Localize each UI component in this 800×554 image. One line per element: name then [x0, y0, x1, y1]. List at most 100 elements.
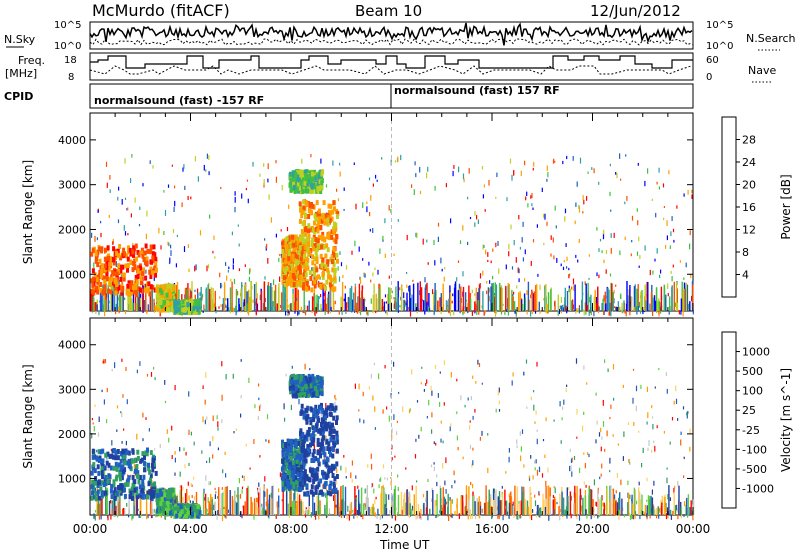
echo-region-cell: [314, 237, 318, 242]
echo-speckle: [619, 250, 621, 256]
echo-speckle: [685, 262, 687, 268]
echo-region-cell: [302, 238, 306, 244]
echo-speckle: [679, 260, 681, 263]
echo-region-cell: [320, 263, 324, 269]
echo-speckle: [589, 296, 591, 303]
echo-speckle: [660, 269, 662, 274]
echo-speckle: [488, 295, 490, 302]
echo-speckle: [219, 296, 221, 299]
echo-region-cell: [120, 290, 124, 296]
echo-region-cell: [286, 241, 290, 247]
ground-clutter: [113, 285, 115, 311]
ground-clutter: [544, 286, 546, 311]
echo-region-cell: [107, 255, 110, 261]
echo-speckle: [682, 310, 684, 317]
ground-clutter: [619, 306, 621, 311]
echo-speckle: [360, 514, 363, 517]
ground-clutter: [270, 283, 272, 311]
echo-speckle: [131, 515, 133, 521]
ground-clutter: [417, 282, 419, 311]
echo-speckle: [534, 460, 536, 464]
echo-region-cell: [102, 289, 106, 295]
echo-speckle: [153, 275, 155, 281]
echo-speckle: [367, 464, 369, 468]
echo-region-cell: [149, 494, 153, 500]
echo-region-cell: [330, 234, 334, 240]
echo-speckle: [103, 359, 105, 364]
ground-clutter: [278, 286, 280, 311]
echo-speckle: [116, 429, 118, 432]
echo-speckle: [469, 420, 471, 423]
echo-speckle: [474, 211, 476, 216]
echo-speckle: [297, 309, 299, 316]
ground-clutter: [675, 281, 678, 311]
echo-speckle: [591, 513, 593, 518]
echo-region-cell: [104, 490, 107, 496]
echo-speckle: [652, 311, 654, 316]
echo-region-cell: [300, 229, 304, 234]
echo-region-cell: [304, 169, 308, 175]
echo-region-cell: [292, 242, 296, 248]
echo-region-cell: [92, 290, 96, 296]
echo-region-cell: [132, 252, 135, 258]
echo-speckle: [578, 206, 581, 213]
echo-region-cell: [90, 484, 94, 490]
noise-tick-left-top: 10^5: [54, 20, 81, 31]
echo-region-cell: [301, 220, 305, 226]
echo-speckle: [260, 404, 262, 409]
ground-clutter: [513, 507, 515, 515]
echo-region-cell: [287, 252, 291, 258]
ground-clutter: [654, 508, 656, 515]
echo-region-cell: [302, 199, 306, 205]
echo-region-cell: [122, 454, 126, 460]
echo-speckle: [248, 276, 250, 282]
echo-region-cell: [296, 258, 300, 264]
echo-region-cell: [288, 242, 292, 247]
echo-speckle: [462, 271, 464, 277]
echo-speckle: [571, 471, 573, 477]
echo-speckle: [605, 504, 607, 511]
echo-speckle: [656, 513, 658, 519]
ground-clutter: [490, 494, 492, 515]
echo-speckle: [583, 452, 585, 455]
echo-speckle: [443, 360, 445, 365]
echo-speckle: [689, 446, 691, 452]
echo-speckle: [253, 439, 255, 444]
ground-clutter: [257, 507, 259, 515]
echo-speckle: [460, 395, 462, 401]
ground-clutter: [500, 500, 502, 515]
echo-speckle: [525, 359, 528, 364]
echo-speckle: [587, 171, 589, 174]
echo-speckle: [397, 474, 399, 478]
noise-tick-left-bottom: 10^0: [54, 41, 81, 52]
echo-speckle: [562, 514, 564, 517]
echo-speckle: [467, 196, 469, 200]
echo-speckle: [606, 430, 608, 437]
echo-speckle: [654, 258, 656, 262]
ground-clutter: [277, 501, 279, 515]
echo-speckle: [290, 404, 292, 411]
echo-region-cell: [333, 252, 337, 258]
echo-region-cell: [170, 509, 174, 515]
echo-speckle: [395, 514, 398, 518]
ground-clutter: [308, 300, 310, 311]
echo-speckle: [415, 514, 417, 520]
echo-speckle: [488, 179, 490, 186]
ground-clutter: [409, 285, 411, 311]
ground-clutter: [457, 290, 460, 311]
echo-speckle: [588, 310, 590, 316]
echo-region-cell: [101, 448, 105, 454]
ground-clutter: [350, 502, 353, 515]
ground-clutter: [211, 499, 213, 515]
echo-region-cell: [315, 256, 319, 262]
echo-region-cell: [304, 227, 307, 233]
echo-speckle: [682, 406, 685, 410]
echo-speckle: [470, 481, 472, 486]
ground-clutter: [491, 283, 493, 311]
ground-clutter: [255, 505, 258, 515]
ground-clutter: [364, 306, 366, 311]
echo-speckle: [604, 448, 606, 452]
echo-speckle: [336, 468, 338, 474]
echo-speckle: [673, 239, 675, 243]
echo-speckle: [345, 311, 347, 314]
